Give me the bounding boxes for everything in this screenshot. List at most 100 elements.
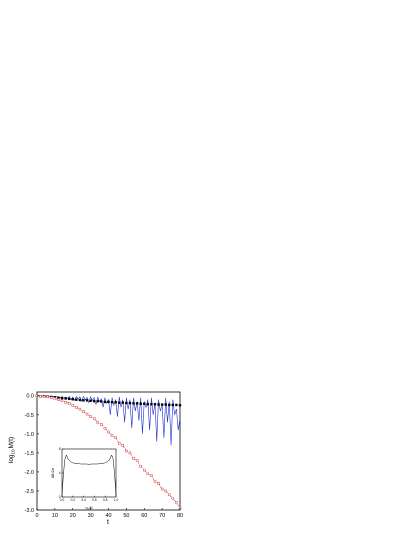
main-x-tick-label: 50	[123, 513, 129, 519]
main-data-point	[135, 459, 139, 462]
main-data-point	[146, 472, 150, 476]
main-data-point	[168, 493, 171, 496]
inset-plot-frame	[61, 448, 117, 498]
main-series-line	[37, 395, 181, 446]
main-data-point	[146, 402, 150, 406]
main-x-tick-label: 60	[141, 513, 147, 519]
main-x-tick-label: 80	[177, 513, 183, 519]
inset-series-layer	[61, 454, 117, 496]
main-data-point	[171, 403, 175, 407]
main-data-point	[92, 417, 96, 420]
main-data-point	[103, 426, 107, 430]
inset-y-tick-label: 0	[59, 495, 61, 499]
inset-series-0	[61, 454, 117, 496]
main-x-ticks: 0 10 20 30 40 50 60 70 80	[35, 508, 183, 519]
main-data-point	[89, 415, 92, 418]
inset-x-axis-label: n0/N	[85, 506, 92, 511]
main-data-point	[114, 401, 117, 404]
main-y-ticks: 0.0 -0.5 -1.0 -1.5 -2.0 -2.5 -3.0	[25, 394, 39, 514]
main-data-point	[121, 401, 125, 404]
main-data-point	[78, 407, 82, 411]
main-data-point	[150, 402, 153, 406]
main-x-tick-label: 40	[105, 513, 111, 519]
main-data-point	[82, 399, 85, 402]
main-data-point	[118, 401, 121, 404]
main-data-point	[125, 449, 128, 453]
main-data-point	[60, 399, 64, 402]
inset-series-line	[61, 454, 117, 496]
main-data-point	[178, 404, 182, 407]
inset-y-tick-label: 8	[59, 447, 61, 451]
main-data-point	[107, 400, 110, 404]
main-data-point	[89, 399, 92, 402]
main-y-axis-label-log: log	[8, 454, 15, 463]
main-data-point	[164, 489, 167, 493]
main-data-point	[132, 402, 135, 405]
main-data-point	[75, 406, 78, 409]
main-data-point	[71, 398, 74, 401]
main-data-point	[114, 436, 117, 439]
inset-x-tick-label: 1.0	[114, 498, 119, 502]
main-data-point	[100, 400, 103, 403]
main-data-point	[57, 398, 60, 401]
main-data-point	[121, 444, 125, 447]
main-y-tick-label: -1.0	[25, 432, 34, 438]
main-data-point	[139, 465, 142, 468]
main-data-point	[153, 402, 157, 406]
main-data-point	[107, 430, 110, 434]
main-y-axis-label: log10M(t)	[8, 437, 16, 463]
main-data-point	[85, 412, 89, 416]
main-y-tick-label: -3.0	[25, 508, 34, 514]
main-data-point	[160, 487, 164, 491]
main-data-point	[153, 480, 157, 483]
main-series-0	[37, 395, 181, 446]
main-data-point	[39, 394, 42, 398]
main-data-point	[175, 403, 178, 407]
main-data-point	[53, 397, 57, 400]
main-data-point	[75, 398, 78, 401]
main-y-tick-label: -0.5	[25, 413, 34, 419]
main-data-point	[128, 401, 132, 405]
main-data-point	[135, 402, 139, 405]
main-data-point	[157, 403, 160, 406]
inset-y-ticks: 0 4 8	[59, 447, 64, 499]
main-data-point	[96, 421, 99, 424]
main-data-point	[71, 404, 74, 407]
main-data-point	[57, 396, 60, 399]
main-data-point	[67, 402, 71, 405]
main-data-point	[50, 396, 53, 399]
inset-chart: 0.0 0.2 0.4 0.6 0.8 1.0 048 n0/N ∆B/2π	[51, 447, 118, 511]
main-data-point	[164, 403, 167, 406]
main-x-tick-label: 10	[52, 513, 58, 519]
main-x-tick-label: 20	[70, 513, 76, 519]
main-data-point	[143, 402, 146, 405]
main-data-point	[168, 403, 171, 407]
main-data-point	[110, 434, 114, 437]
inset-x-tick-label: 0.2	[71, 498, 76, 502]
main-data-point	[64, 397, 67, 400]
main-data-point	[128, 451, 132, 455]
main-data-point	[110, 401, 114, 404]
main-y-axis-label-subscript: 10	[11, 449, 16, 455]
inset-x-tick-label: 0.8	[103, 498, 108, 502]
main-x-tick-label: 70	[159, 513, 165, 519]
main-data-point	[100, 423, 103, 426]
inset-x-axis-label-subscript: 0	[87, 507, 89, 511]
inset-x-axis-label-suffix: /N	[89, 506, 93, 510]
main-y-tick-label: 0.0	[26, 394, 34, 400]
main-data-point	[132, 457, 135, 460]
main-data-point	[92, 399, 96, 403]
main-x-axis-label: t	[107, 519, 109, 526]
inset-x-tick-label: 0.6	[92, 498, 97, 502]
main-data-point	[96, 399, 99, 403]
main-data-point	[125, 401, 128, 405]
inset-x-axis-label-n: n	[85, 506, 87, 510]
main-data-point	[150, 474, 153, 477]
main-data-point	[157, 482, 160, 485]
main-y-tick-label: -1.5	[25, 451, 34, 457]
main-x-tick-label: 30	[88, 513, 94, 519]
main-data-point	[64, 401, 67, 404]
main-data-point	[103, 400, 107, 404]
main-data-point	[139, 402, 142, 405]
